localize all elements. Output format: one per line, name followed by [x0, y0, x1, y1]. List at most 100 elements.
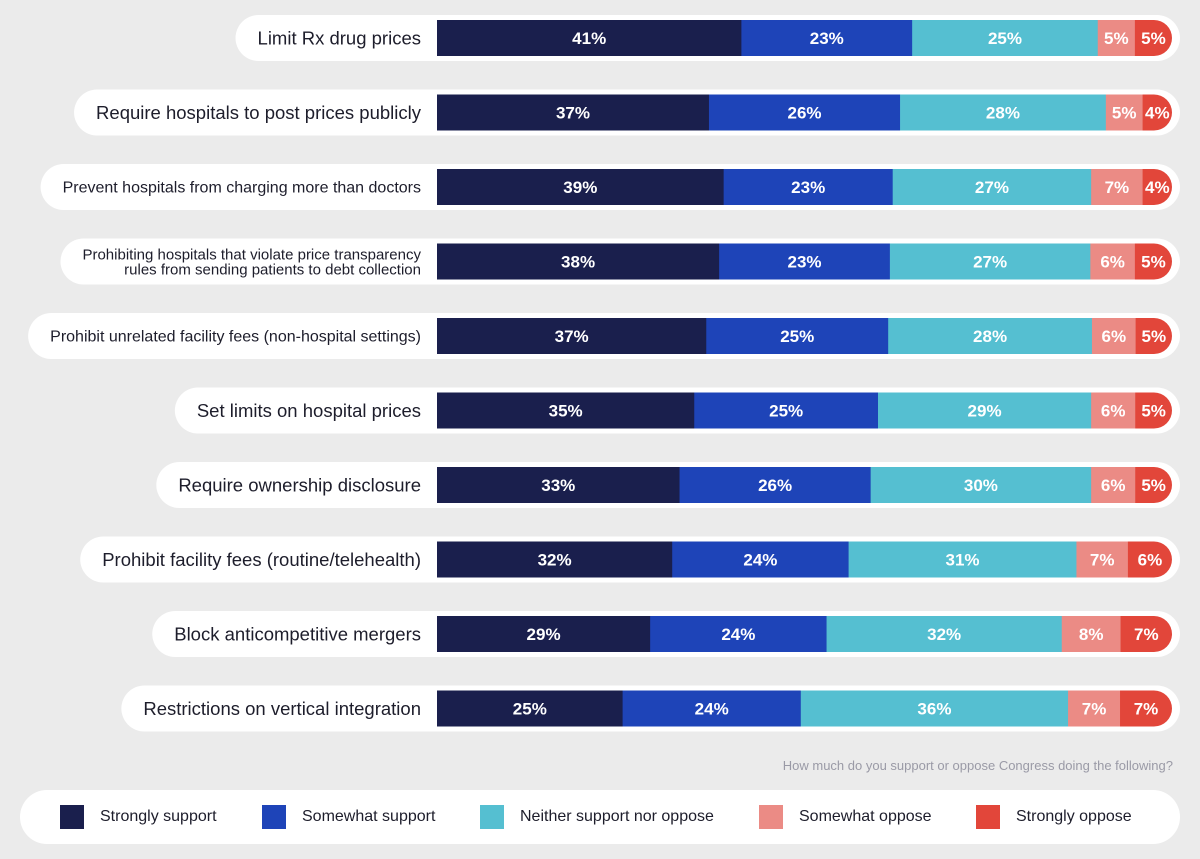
data-label: 26%	[758, 476, 792, 495]
data-label: 25%	[988, 29, 1022, 48]
category-label-prohibit-facility-fees-routine-telehealth: Prohibit facility fees (routine/teleheal…	[102, 549, 421, 570]
legend-swatch	[480, 805, 504, 829]
legend-swatch	[262, 805, 286, 829]
bar-segment-somewhat-oppose	[1091, 392, 1136, 429]
bar-segment-somewhat-oppose	[1091, 318, 1137, 354]
bar-segment-somewhat-support	[719, 243, 891, 280]
data-label: 41%	[572, 29, 606, 48]
data-label: 7%	[1090, 551, 1115, 570]
data-label: 39%	[563, 178, 597, 197]
category-label-require-ownership-disclosure: Require ownership disclosure	[178, 474, 421, 495]
bar-segment-neither-support-nor-oppose	[888, 318, 1093, 354]
data-label: 6%	[1101, 402, 1126, 421]
data-label: 7%	[1134, 700, 1159, 719]
data-label: 29%	[968, 402, 1002, 421]
category-label-prevent-hospitals-from-charging-more-than-doctors: Prevent hospitals from charging more tha…	[63, 180, 421, 197]
category-label-prohibiting-hospitals-that-violate-price-transparency-rules-from-sending-patients-to-debt-collection: Prohibiting hospitals that violate price…	[82, 246, 421, 278]
bar-segment-somewhat-oppose	[1061, 616, 1122, 652]
bar-row	[437, 20, 1172, 56]
data-label: 35%	[549, 402, 583, 421]
category-label-restrictions-on-vertical-integration: Restrictions on vertical integration	[143, 698, 421, 719]
bar-segment-somewhat-support	[622, 690, 802, 727]
bar-segment-neither-support-nor-oppose	[848, 541, 1077, 578]
bar-segment-strongly-support	[437, 467, 681, 503]
bar-segment-strongly-oppose	[1134, 243, 1172, 280]
bar-row	[437, 690, 1172, 727]
bar-segment-strongly-support	[437, 20, 742, 56]
bar-row	[437, 541, 1172, 578]
data-label: 25%	[780, 327, 814, 346]
data-label: 6%	[1138, 551, 1163, 570]
bar-segment-strongly-oppose	[1120, 690, 1172, 727]
bar-segment-somewhat-oppose	[1105, 94, 1144, 131]
bar-segment-neither-support-nor-oppose	[912, 20, 1099, 56]
data-label: 38%	[561, 253, 595, 272]
bar-segment-neither-support-nor-oppose	[800, 690, 1069, 727]
data-label: 32%	[538, 551, 572, 570]
legend-swatch	[759, 805, 783, 829]
legend-label: Somewhat support	[302, 808, 436, 825]
bar-segment-strongly-oppose	[1120, 616, 1172, 652]
bar-segment-somewhat-oppose	[1076, 541, 1129, 578]
data-label: 4%	[1145, 178, 1170, 197]
bar-segment-strongly-oppose	[1135, 392, 1172, 429]
data-label: 33%	[541, 476, 575, 495]
data-label: 25%	[513, 700, 547, 719]
bar-segment-somewhat-support	[741, 20, 913, 56]
bar-segment-somewhat-oppose	[1091, 467, 1136, 503]
data-label: 27%	[975, 178, 1009, 197]
data-label: 5%	[1142, 327, 1167, 346]
bar-segment-strongly-support	[437, 243, 720, 280]
data-label: 28%	[973, 327, 1007, 346]
data-label: 4%	[1145, 104, 1170, 123]
bar-segment-strongly-oppose	[1127, 541, 1172, 578]
legend-label: Somewhat oppose	[799, 808, 932, 825]
data-label: 27%	[973, 253, 1007, 272]
data-label: 25%	[769, 402, 803, 421]
data-label: 7%	[1082, 700, 1107, 719]
bar-segment-somewhat-support	[679, 467, 872, 503]
bar-row	[437, 243, 1172, 280]
data-label: 23%	[810, 29, 844, 48]
legend-item-neither: Neither support nor oppose	[480, 805, 714, 829]
bar-segment-strongly-support	[437, 541, 673, 578]
legend-item-somewhat-support: Somewhat support	[262, 805, 435, 829]
legend-swatch	[60, 805, 84, 829]
data-label: 23%	[791, 178, 825, 197]
data-label: 37%	[555, 327, 589, 346]
data-label: 5%	[1141, 476, 1166, 495]
legend-swatch	[976, 805, 1000, 829]
data-label: 24%	[721, 625, 755, 644]
legend-item-strongly-support: Strongly support	[60, 805, 217, 829]
legend-label: Neither support nor oppose	[520, 808, 714, 825]
data-label: 31%	[946, 551, 980, 570]
bar-segment-strongly-oppose	[1142, 94, 1172, 131]
legend-item-strongly-oppose: Strongly oppose	[976, 805, 1132, 829]
bar-segment-somewhat-oppose	[1090, 243, 1136, 280]
data-label: 36%	[917, 700, 951, 719]
data-label: 23%	[787, 253, 821, 272]
bar-segment-neither-support-nor-oppose	[870, 467, 1092, 503]
category-label-prohibit-unrelated-facility-fees-non-hospital-settings: Prohibit unrelated facility fees (non-ho…	[50, 329, 421, 346]
bar-segment-somewhat-support	[708, 94, 901, 131]
bar-row	[437, 94, 1172, 131]
bar-segment-somewhat-support	[672, 541, 850, 578]
bar-segment-strongly-support	[437, 690, 624, 727]
bar-segment-strongly-support	[437, 616, 651, 652]
bar-segment-somewhat-support	[650, 616, 828, 652]
bar-segments	[437, 20, 1172, 727]
data-label: 5%	[1141, 29, 1166, 48]
bar-segment-neither-support-nor-oppose	[900, 94, 1107, 131]
bar-segment-neither-support-nor-oppose	[878, 392, 1092, 429]
bar-segment-somewhat-support	[694, 392, 879, 429]
data-label: 5%	[1104, 29, 1129, 48]
bar-segment-somewhat-oppose	[1097, 20, 1136, 56]
data-label: 30%	[964, 476, 998, 495]
category-label-block-anticompetitive-mergers: Block anticompetitive mergers	[174, 623, 421, 644]
survey-question: How much do you support or oppose Congre…	[782, 758, 1173, 773]
data-labels: 41% 23% 25% 5% 5% 37% 26% 28% 5% 4% 39% 23% 27% 7% 4% 3…	[513, 29, 1170, 719]
bar-segment-strongly-support	[437, 94, 710, 131]
bar-segment-strongly-oppose	[1142, 169, 1172, 205]
stacked-bar-chart: Limit Rx drug prices Require hospitals to…	[28, 15, 1180, 732]
bar-segment-neither-support-nor-oppose	[889, 243, 1091, 280]
